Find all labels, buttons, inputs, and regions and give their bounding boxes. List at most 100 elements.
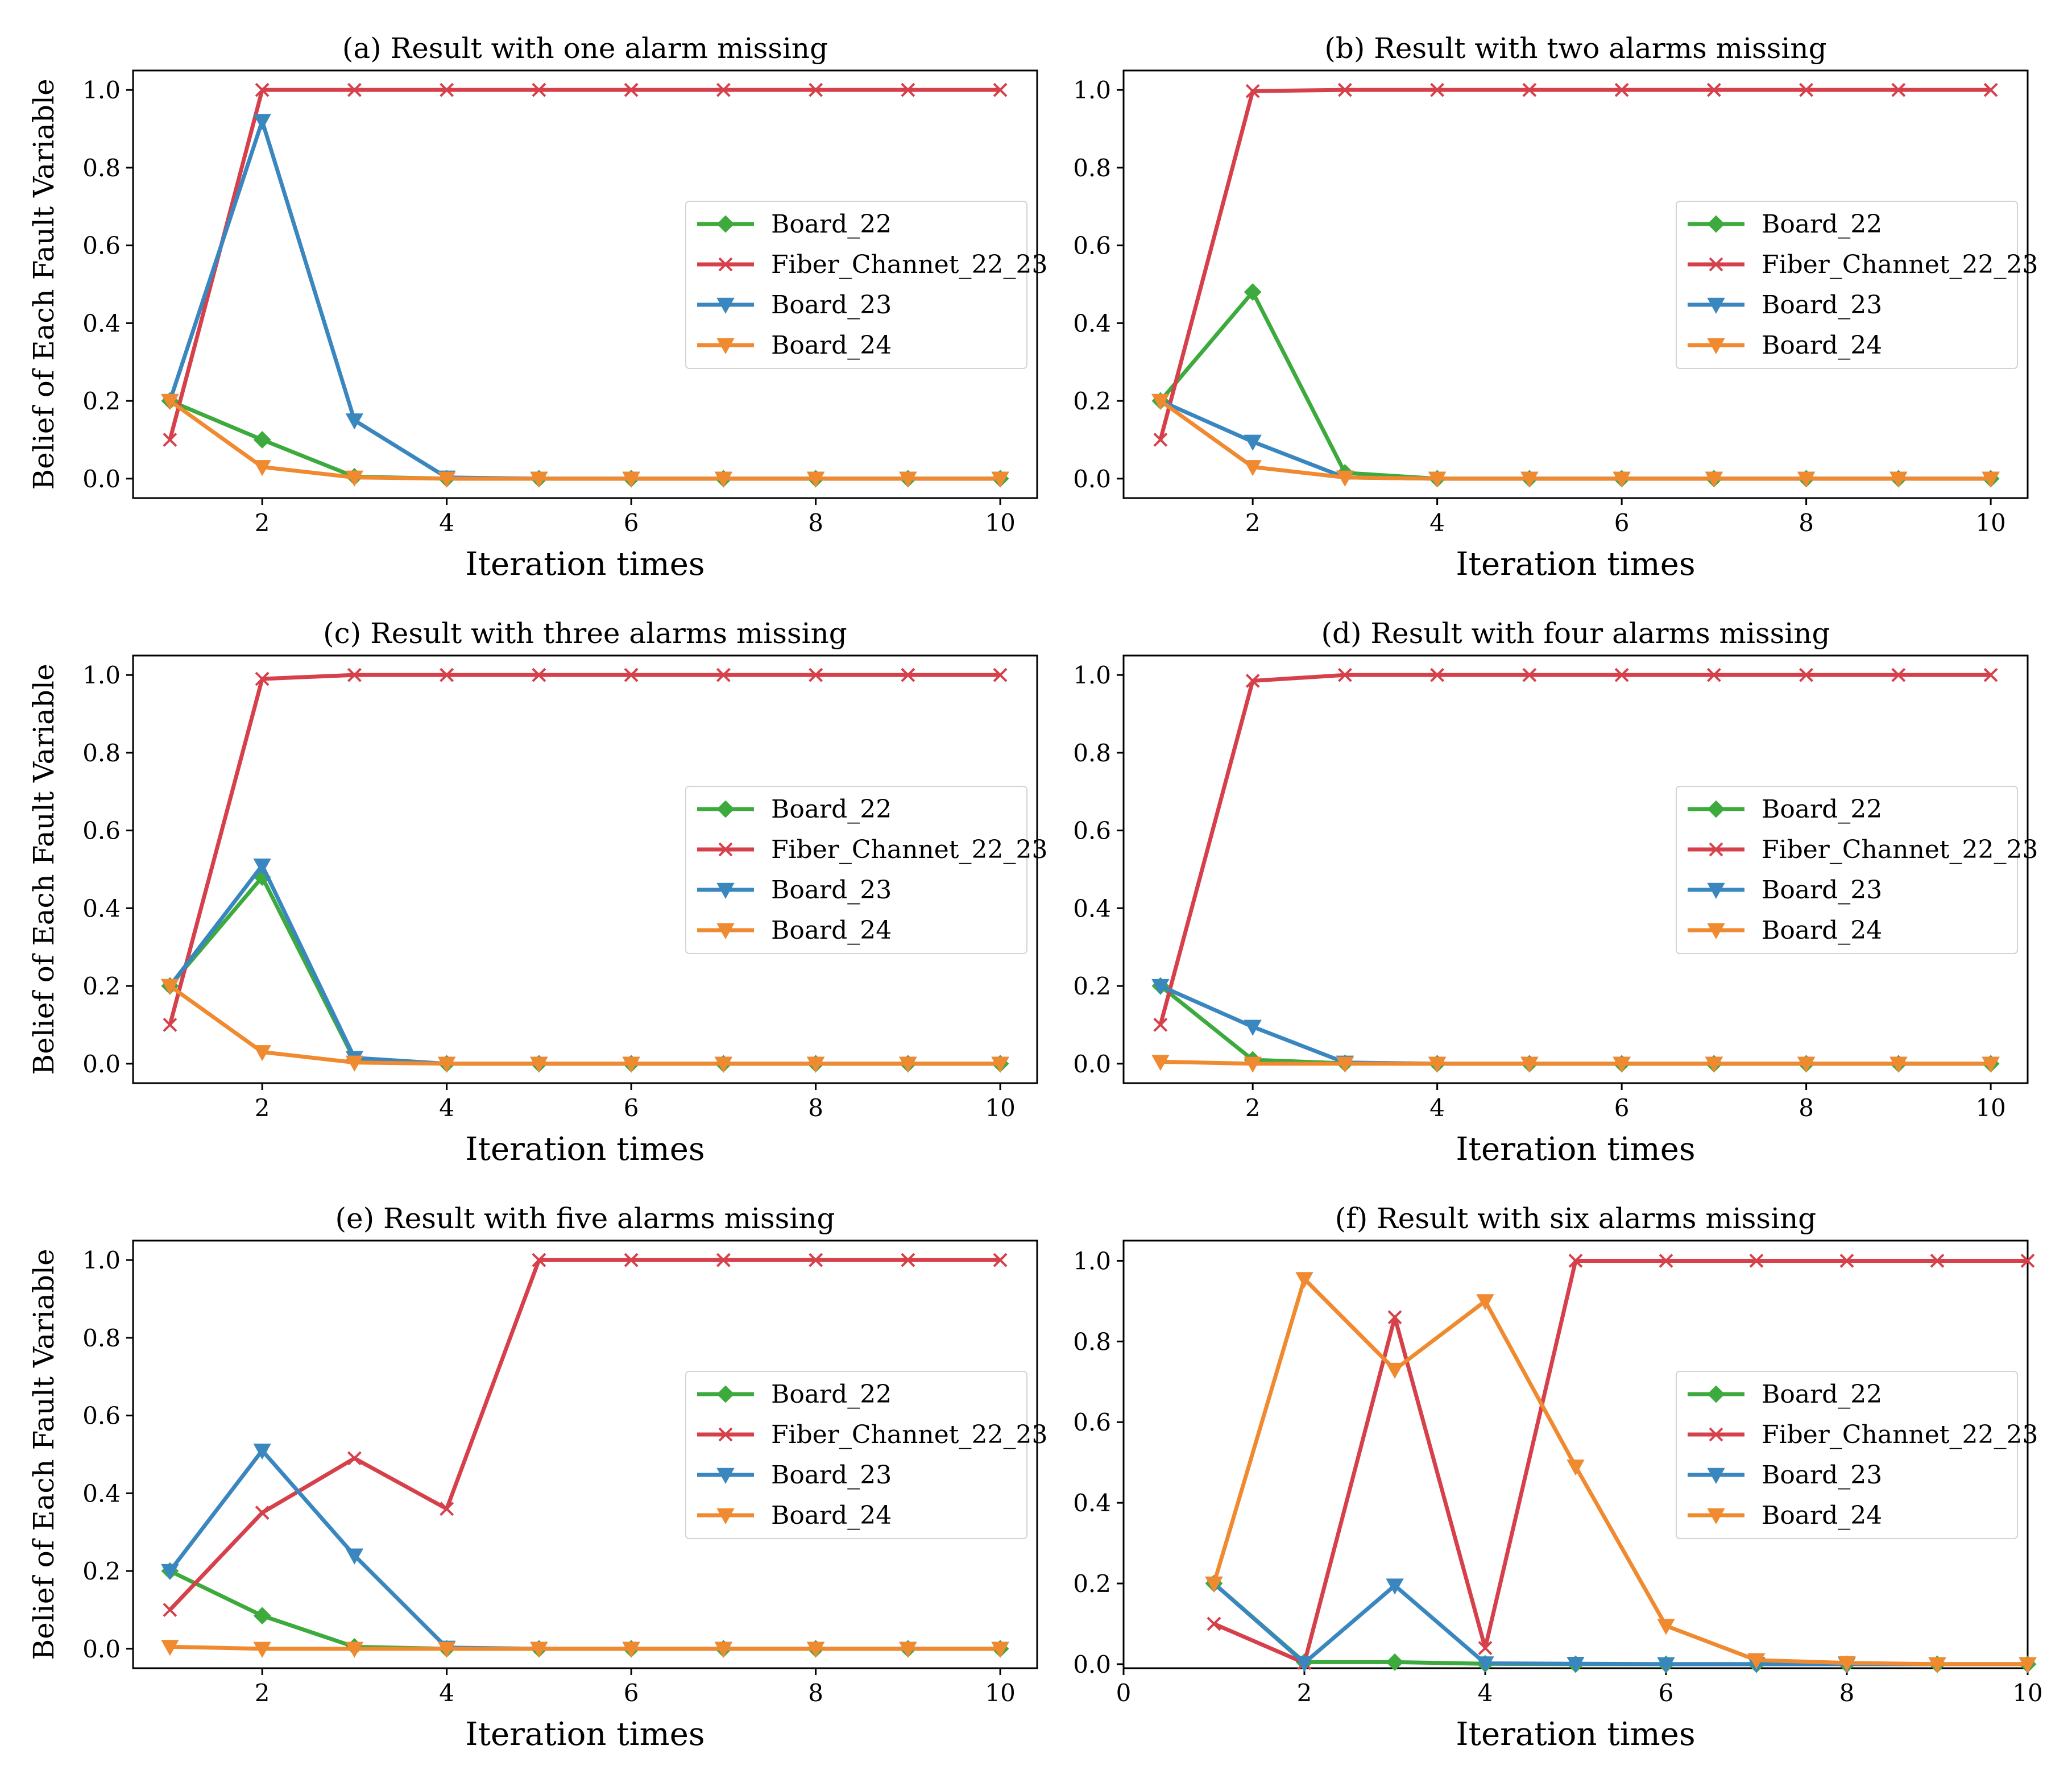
y-tick-label: 0.0 bbox=[82, 1050, 121, 1078]
data-point bbox=[624, 82, 639, 97]
x-tick-label: 10 bbox=[985, 1679, 1015, 1707]
legend-marker bbox=[1707, 800, 1725, 818]
x-tick-label: 6 bbox=[1659, 1679, 1674, 1707]
data-point bbox=[901, 82, 915, 97]
legend-marker bbox=[1709, 1427, 1723, 1442]
legend-marker bbox=[718, 1427, 733, 1442]
data-point bbox=[716, 1253, 731, 1267]
data-point bbox=[1295, 1272, 1313, 1288]
data-point bbox=[1983, 82, 1998, 97]
data-point bbox=[1889, 471, 1908, 488]
x-tick-label: 10 bbox=[2012, 1679, 2042, 1707]
data-point bbox=[1244, 283, 1262, 301]
x-tick-label: 8 bbox=[1799, 1094, 1814, 1122]
chart-panel-1: (b) Result with two alarms missing 2 4 6 8 10… bbox=[1073, 32, 2038, 583]
legend-marker bbox=[1707, 923, 1725, 940]
chart-title: (c) Result with three alarms missing bbox=[323, 617, 847, 650]
data-point bbox=[1930, 1254, 1945, 1268]
series-line bbox=[168, 1258, 1001, 1611]
y-tick-label: 0.4 bbox=[82, 894, 121, 922]
data-point bbox=[1522, 668, 1537, 682]
legend-label: Board_24 bbox=[1762, 331, 1882, 360]
y-tick-label: 0.8 bbox=[82, 154, 121, 182]
data-point bbox=[2019, 1657, 2037, 1673]
legend-marker bbox=[716, 1467, 735, 1485]
x-tick-label: 4 bbox=[439, 509, 454, 537]
legend-marker bbox=[716, 1508, 735, 1525]
x-tick-label: 6 bbox=[624, 509, 639, 537]
x-tick-label: 10 bbox=[1975, 1094, 2005, 1122]
legend-label: Board_23 bbox=[1762, 291, 1882, 320]
data-point bbox=[253, 114, 271, 130]
x-tick-label: 2 bbox=[1245, 509, 1261, 537]
x-axis-label: Iteration times bbox=[1456, 1716, 1695, 1753]
y-tick-label: 0.4 bbox=[1073, 309, 1111, 337]
data-point bbox=[530, 471, 548, 488]
data-point bbox=[253, 431, 271, 449]
data-point bbox=[806, 1641, 825, 1658]
y-tick-label: 0.8 bbox=[1073, 154, 1111, 182]
y-tick-label: 1.0 bbox=[82, 661, 121, 689]
legend-marker bbox=[1707, 882, 1725, 899]
data-point bbox=[899, 1056, 917, 1073]
data-point bbox=[1153, 433, 1168, 447]
chart-title: (f) Result with six alarms missing bbox=[1335, 1202, 1817, 1235]
series-line bbox=[1158, 88, 1991, 441]
legend-marker bbox=[1709, 842, 1723, 857]
y-tick-label: 0.6 bbox=[1073, 817, 1111, 845]
data-point bbox=[1151, 393, 1170, 411]
legend-label: Board_23 bbox=[1762, 1461, 1882, 1490]
data-point bbox=[437, 471, 456, 488]
data-point bbox=[622, 1056, 640, 1073]
data-point bbox=[1428, 471, 1447, 488]
data-point bbox=[1797, 471, 1816, 488]
data-point bbox=[1428, 1056, 1447, 1073]
data-point bbox=[2020, 1254, 2035, 1268]
legend-box bbox=[1676, 786, 2018, 954]
data-point bbox=[1928, 1657, 1946, 1673]
data-point bbox=[1891, 82, 1906, 97]
x-tick-label: 2 bbox=[1297, 1679, 1312, 1707]
x-tick-label: 8 bbox=[808, 1679, 823, 1707]
y-tick-label: 0.6 bbox=[82, 817, 121, 845]
y-tick-label: 0.4 bbox=[82, 1479, 121, 1507]
data-point bbox=[161, 1564, 179, 1581]
data-point bbox=[345, 1548, 364, 1565]
series-line bbox=[1160, 1059, 1991, 1066]
data-point bbox=[255, 82, 270, 97]
series-line bbox=[1159, 399, 1991, 481]
data-point bbox=[347, 1451, 362, 1466]
data-point bbox=[253, 858, 271, 875]
plot-frame bbox=[1122, 69, 2029, 499]
legend-label: Board_24 bbox=[1762, 1501, 1882, 1530]
data-point bbox=[163, 433, 177, 447]
x-tick-label: 8 bbox=[808, 509, 823, 537]
y-tick-label: 0.8 bbox=[1073, 1328, 1111, 1355]
data-point bbox=[1476, 1656, 1494, 1673]
y-tick-label: 0.0 bbox=[82, 1635, 121, 1663]
x-axis-label: Iteration times bbox=[465, 1131, 705, 1168]
y-tick-label: 0.2 bbox=[82, 972, 121, 1000]
x-tick-label: 8 bbox=[1839, 1679, 1855, 1707]
legend-marker bbox=[716, 800, 735, 818]
series-line bbox=[168, 88, 1001, 441]
y-tick-label: 0.4 bbox=[1073, 1489, 1111, 1517]
legend-label: Board_22 bbox=[771, 210, 892, 239]
legend-marker bbox=[716, 1385, 735, 1403]
chart-panel-0: (a) Result with one alarm missing 2 4 6 8 10 0… bbox=[27, 32, 1047, 583]
data-point bbox=[1657, 1619, 1675, 1635]
chart-title: (e) Result with five alarms missing bbox=[335, 1202, 835, 1235]
chart-panel-5: (f) Result with six alarms missing 0 2 4 6 8 1… bbox=[1073, 1202, 2043, 1753]
data-point bbox=[532, 668, 546, 682]
y-tick-label: 0.2 bbox=[1073, 972, 1111, 1000]
data-point bbox=[1891, 668, 1906, 682]
y-tick-label: 1.0 bbox=[82, 1246, 121, 1274]
legend-label: Board_24 bbox=[771, 1501, 892, 1530]
y-tick-label: 0.6 bbox=[1073, 232, 1111, 260]
series-line bbox=[168, 399, 1001, 481]
x-tick-label: 6 bbox=[1614, 1094, 1630, 1122]
data-point bbox=[809, 668, 823, 682]
data-point bbox=[1386, 1653, 1404, 1671]
x-tick-label: 2 bbox=[255, 509, 270, 537]
data-point bbox=[809, 1253, 823, 1267]
